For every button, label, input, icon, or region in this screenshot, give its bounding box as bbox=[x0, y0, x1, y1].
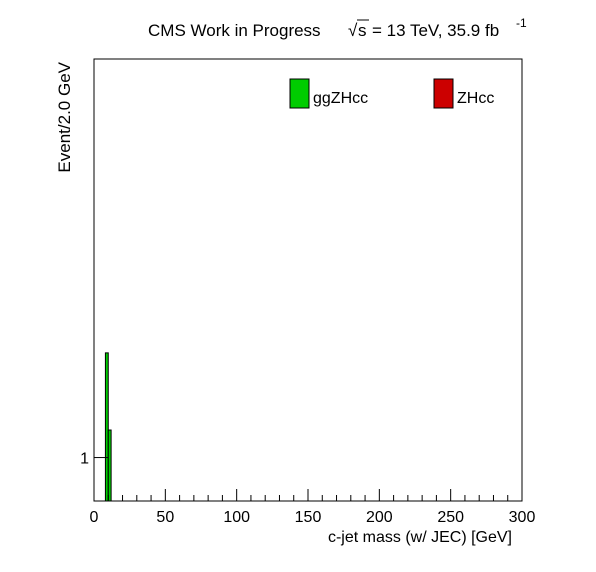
x-tick-label: 300 bbox=[509, 509, 536, 526]
bar-ggzhcc-0 bbox=[104, 352, 109, 502]
histogram-bars bbox=[104, 352, 112, 502]
x-tick-label: 100 bbox=[223, 509, 250, 526]
legend-label-zhcc: ZHcc bbox=[457, 90, 494, 107]
lumi-exponent: -1 bbox=[516, 16, 527, 30]
plot-frame bbox=[93, 58, 523, 502]
legend-swatch-ggzhcc bbox=[289, 78, 310, 109]
legend: ggZHcc ZHcc bbox=[289, 78, 494, 109]
x-tick-label: 50 bbox=[156, 509, 174, 526]
energy-lumi-label: = 13 TeV, 35.9 fb bbox=[372, 21, 499, 40]
x-axis-ticks: 0 50 100 150 200 250 300 bbox=[90, 489, 536, 526]
y-axis-title: Event/2.0 GeV bbox=[55, 61, 74, 172]
s-symbol: s bbox=[358, 21, 367, 40]
y-axis-ticks: 1 bbox=[80, 451, 108, 468]
sqrt-symbol: √ bbox=[348, 21, 358, 40]
x-tick-label: 0 bbox=[90, 509, 99, 526]
legend-label-ggzhcc: ggZHcc bbox=[313, 90, 368, 107]
x-tick-label: 200 bbox=[366, 509, 393, 526]
bar-ggzhcc-1 bbox=[107, 429, 112, 502]
y-tick-label: 1 bbox=[80, 451, 89, 468]
legend-swatch-zhcc bbox=[433, 78, 454, 109]
x-tick-label: 150 bbox=[295, 509, 322, 526]
experiment-label: CMS Work in Progress bbox=[148, 21, 321, 40]
x-tick-label: 250 bbox=[437, 509, 464, 526]
x-axis-title: c-jet mass (w/ JEC) [GeV] bbox=[328, 529, 512, 546]
